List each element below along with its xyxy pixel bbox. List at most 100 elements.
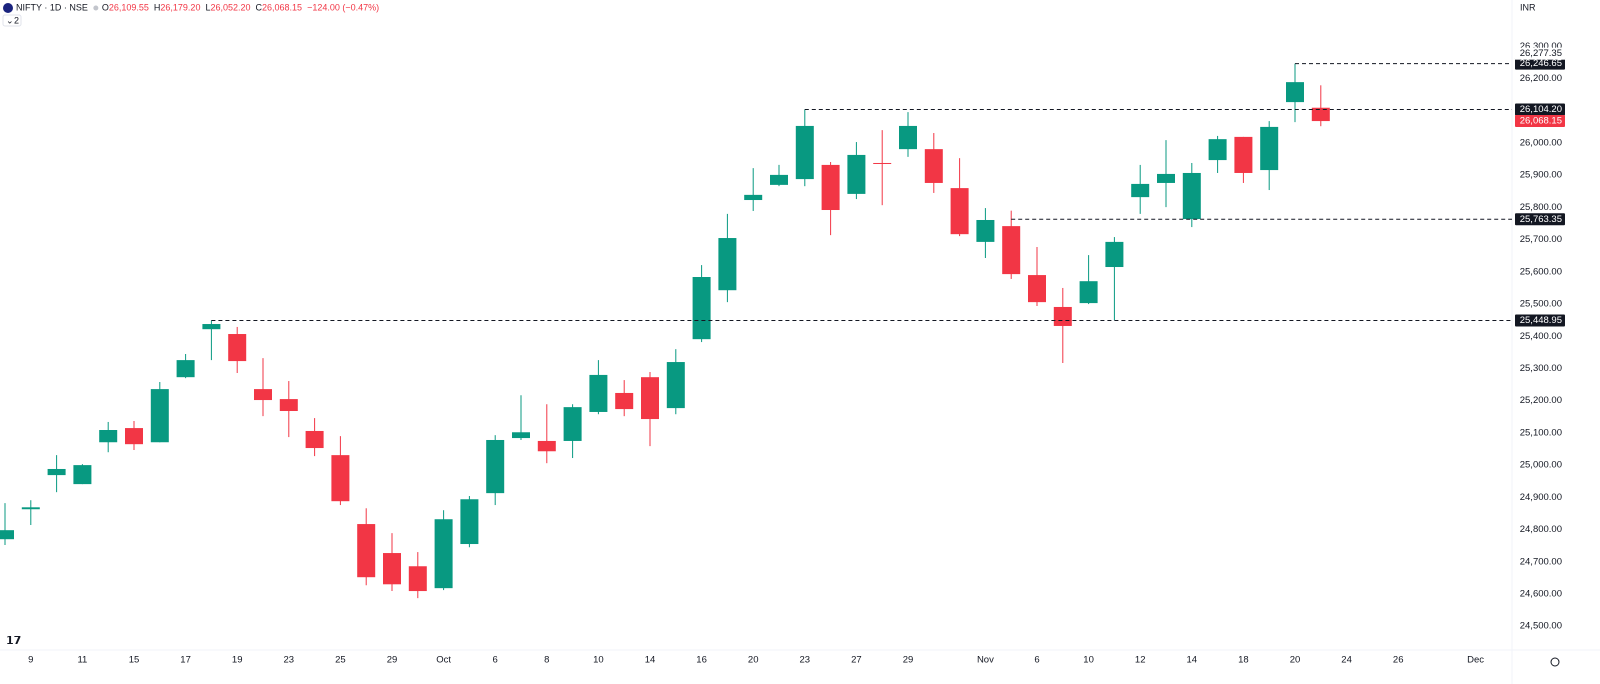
candle-body bbox=[1260, 126, 1279, 171]
candle-body bbox=[125, 428, 143, 445]
candle-body bbox=[331, 455, 350, 502]
x-tick-label: 27 bbox=[851, 655, 862, 666]
x-tick-label: Dec bbox=[1467, 655, 1484, 666]
symbol-title[interactable]: NIFTY · 1D · NSE bbox=[16, 2, 88, 12]
candle-body bbox=[1286, 82, 1304, 103]
x-tick-label: 23 bbox=[284, 655, 295, 666]
candle-body bbox=[537, 440, 556, 452]
x-tick-label: 29 bbox=[903, 655, 914, 666]
ohlc-value: 26,068.15 bbox=[262, 2, 302, 12]
ohlc-value: 26,052.20 bbox=[210, 2, 250, 12]
price-box bbox=[1515, 314, 1565, 327]
x-tick-label: 8 bbox=[544, 655, 549, 666]
candle-body bbox=[460, 499, 479, 545]
currency[interactable]: INR bbox=[1520, 2, 1536, 12]
x-tick-label: 14 bbox=[1187, 655, 1198, 666]
ohlc-value: 26,109.55 bbox=[109, 2, 149, 12]
y-tick-label: 26,200.00 bbox=[1520, 73, 1562, 84]
candle-body bbox=[357, 524, 376, 578]
price-box bbox=[1515, 57, 1565, 70]
y-tick-label: 25,000.00 bbox=[1520, 460, 1562, 471]
candle-body bbox=[821, 164, 840, 211]
x-tick-label: 14 bbox=[645, 655, 656, 666]
candle-body bbox=[744, 194, 763, 201]
candle-body bbox=[228, 334, 247, 362]
y-tick-label: 25,900.00 bbox=[1520, 170, 1562, 181]
x-tick-label: 17 bbox=[180, 655, 191, 666]
candle-body bbox=[47, 468, 66, 476]
candle-body bbox=[795, 125, 814, 180]
y-tick-label: 24,800.00 bbox=[1520, 524, 1562, 535]
y-tick-label: 25,100.00 bbox=[1520, 427, 1562, 438]
x-tick-label: 20 bbox=[748, 655, 759, 666]
candle-body bbox=[718, 238, 737, 291]
settings-icon[interactable] bbox=[1550, 657, 1560, 667]
candle-body bbox=[1208, 139, 1227, 161]
x-tick-label: 6 bbox=[493, 655, 498, 666]
candle-body bbox=[176, 360, 195, 378]
candle-body bbox=[1028, 275, 1046, 303]
x-tick-label: 20 bbox=[1290, 655, 1301, 666]
ohlc-key: C bbox=[256, 2, 263, 12]
y-tick-label: 25,600.00 bbox=[1520, 266, 1562, 277]
y-tick-label: 24,500.00 bbox=[1520, 621, 1562, 632]
x-tick-label: 11 bbox=[77, 655, 87, 666]
x-tick-label: 23 bbox=[800, 655, 811, 666]
price-box-label: 26,246.65 bbox=[1520, 58, 1562, 69]
candle-body bbox=[1131, 183, 1150, 198]
x-tick-label: 9 bbox=[28, 655, 33, 666]
candle-body bbox=[563, 407, 582, 441]
change: −124.00 (−0.47%) bbox=[307, 2, 379, 12]
price-label-bg bbox=[1515, 47, 1565, 60]
candle-body bbox=[615, 392, 634, 410]
y-tick-label: 24,700.00 bbox=[1520, 556, 1562, 567]
candle-body bbox=[1079, 281, 1098, 304]
x-tick-label: 10 bbox=[593, 655, 604, 666]
last-price-box bbox=[1515, 115, 1565, 128]
x-tick-label: 12 bbox=[1135, 655, 1146, 666]
candle-body bbox=[254, 389, 272, 401]
candle-body bbox=[692, 277, 711, 340]
candle-body bbox=[1311, 107, 1330, 122]
x-tick-label: 29 bbox=[387, 655, 398, 666]
candle-body bbox=[666, 362, 685, 409]
candle-body bbox=[434, 519, 453, 589]
candle-body bbox=[847, 154, 866, 194]
status-dot bbox=[93, 5, 99, 11]
candle-body bbox=[899, 125, 917, 150]
candle-body bbox=[150, 389, 169, 443]
candle-body bbox=[408, 566, 427, 592]
price-label: 26,277.35 bbox=[1520, 48, 1562, 59]
y-tick-label: 24,900.00 bbox=[1520, 492, 1562, 503]
y-tick-label: 25,200.00 bbox=[1520, 395, 1562, 406]
x-tick-label: 16 bbox=[696, 655, 707, 666]
candle-body bbox=[1105, 241, 1124, 268]
brand-logo[interactable]: 𝟭𝟳 bbox=[6, 635, 21, 647]
candle-body bbox=[976, 219, 995, 242]
candle-body bbox=[279, 399, 298, 412]
price-box-label: 25,448.95 bbox=[1520, 315, 1562, 326]
candle-body bbox=[770, 174, 788, 185]
candle-body bbox=[641, 377, 659, 420]
candle-body bbox=[202, 324, 221, 330]
candle-body bbox=[99, 430, 118, 443]
symbol-logo[interactable] bbox=[3, 3, 13, 13]
indicator-toggle[interactable] bbox=[2, 14, 22, 27]
candle-body bbox=[0, 530, 14, 540]
x-tick-label: 6 bbox=[1034, 655, 1039, 666]
candle-body bbox=[1053, 306, 1072, 326]
x-tick-label: 15 bbox=[129, 655, 140, 666]
x-tick-label: Oct bbox=[436, 655, 451, 666]
price-box-label: 26,104.20 bbox=[1520, 104, 1562, 115]
y-tick-label: 24,600.00 bbox=[1520, 588, 1562, 599]
last-price-label: 26,068.15 bbox=[1520, 116, 1562, 127]
candle-body bbox=[873, 162, 892, 164]
candle-body bbox=[1234, 136, 1253, 173]
chevron: ⌄ bbox=[6, 15, 14, 25]
y-tick-label: 25,300.00 bbox=[1520, 363, 1562, 374]
price-box bbox=[1515, 213, 1565, 226]
candle-body bbox=[512, 432, 530, 439]
y-tick-label: 25,800.00 bbox=[1520, 202, 1562, 213]
